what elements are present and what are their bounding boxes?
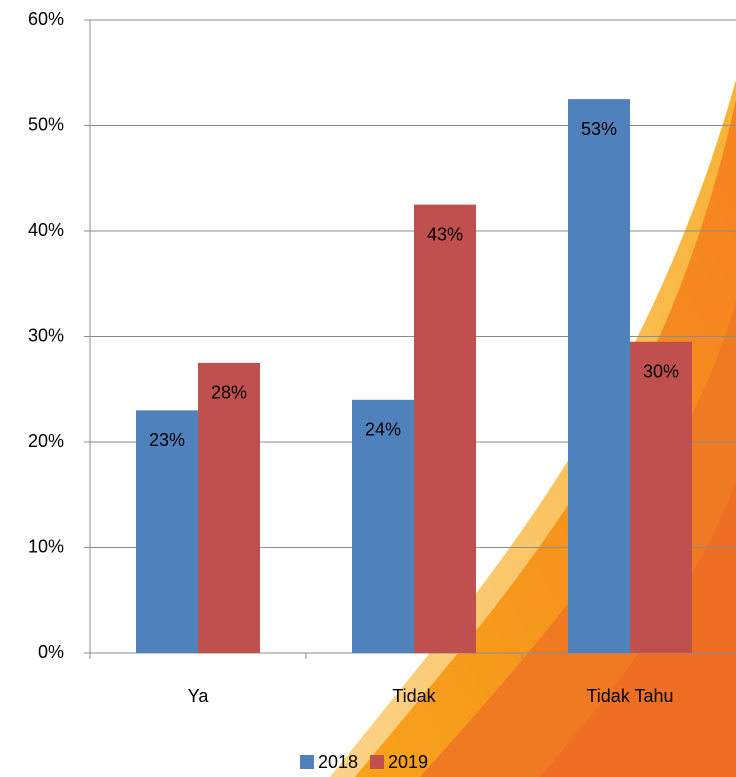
- data-label: 43%: [427, 224, 463, 244]
- data-label: 28%: [211, 383, 247, 403]
- legend-label: 2018: [318, 752, 358, 772]
- data-label: 24%: [365, 420, 401, 440]
- legend-swatch: [370, 755, 384, 769]
- bar: [630, 341, 692, 653]
- x-tick-label: Ya: [188, 686, 210, 706]
- y-tick-label: 40%: [28, 220, 64, 240]
- y-tick-label: 0%: [38, 642, 64, 662]
- x-tick-label: Tidak Tahu: [586, 686, 673, 706]
- y-tick-label: 60%: [28, 9, 64, 29]
- bar: [352, 399, 414, 653]
- y-tick-label: 30%: [28, 325, 64, 345]
- swoosh-darker: [540, 480, 736, 777]
- y-tick-label: 10%: [28, 536, 64, 556]
- bar: [198, 362, 260, 653]
- data-label: 30%: [643, 362, 679, 382]
- legend-label: 2019: [388, 752, 428, 772]
- x-tick-label: Tidak: [392, 686, 436, 706]
- bar: [414, 204, 476, 653]
- legend-swatch: [300, 755, 314, 769]
- data-label: 23%: [149, 430, 185, 450]
- bar: [568, 99, 630, 653]
- y-tick-label: 50%: [28, 114, 64, 134]
- bar: [136, 410, 198, 653]
- y-tick-label: 20%: [28, 431, 64, 451]
- data-label: 53%: [581, 119, 617, 139]
